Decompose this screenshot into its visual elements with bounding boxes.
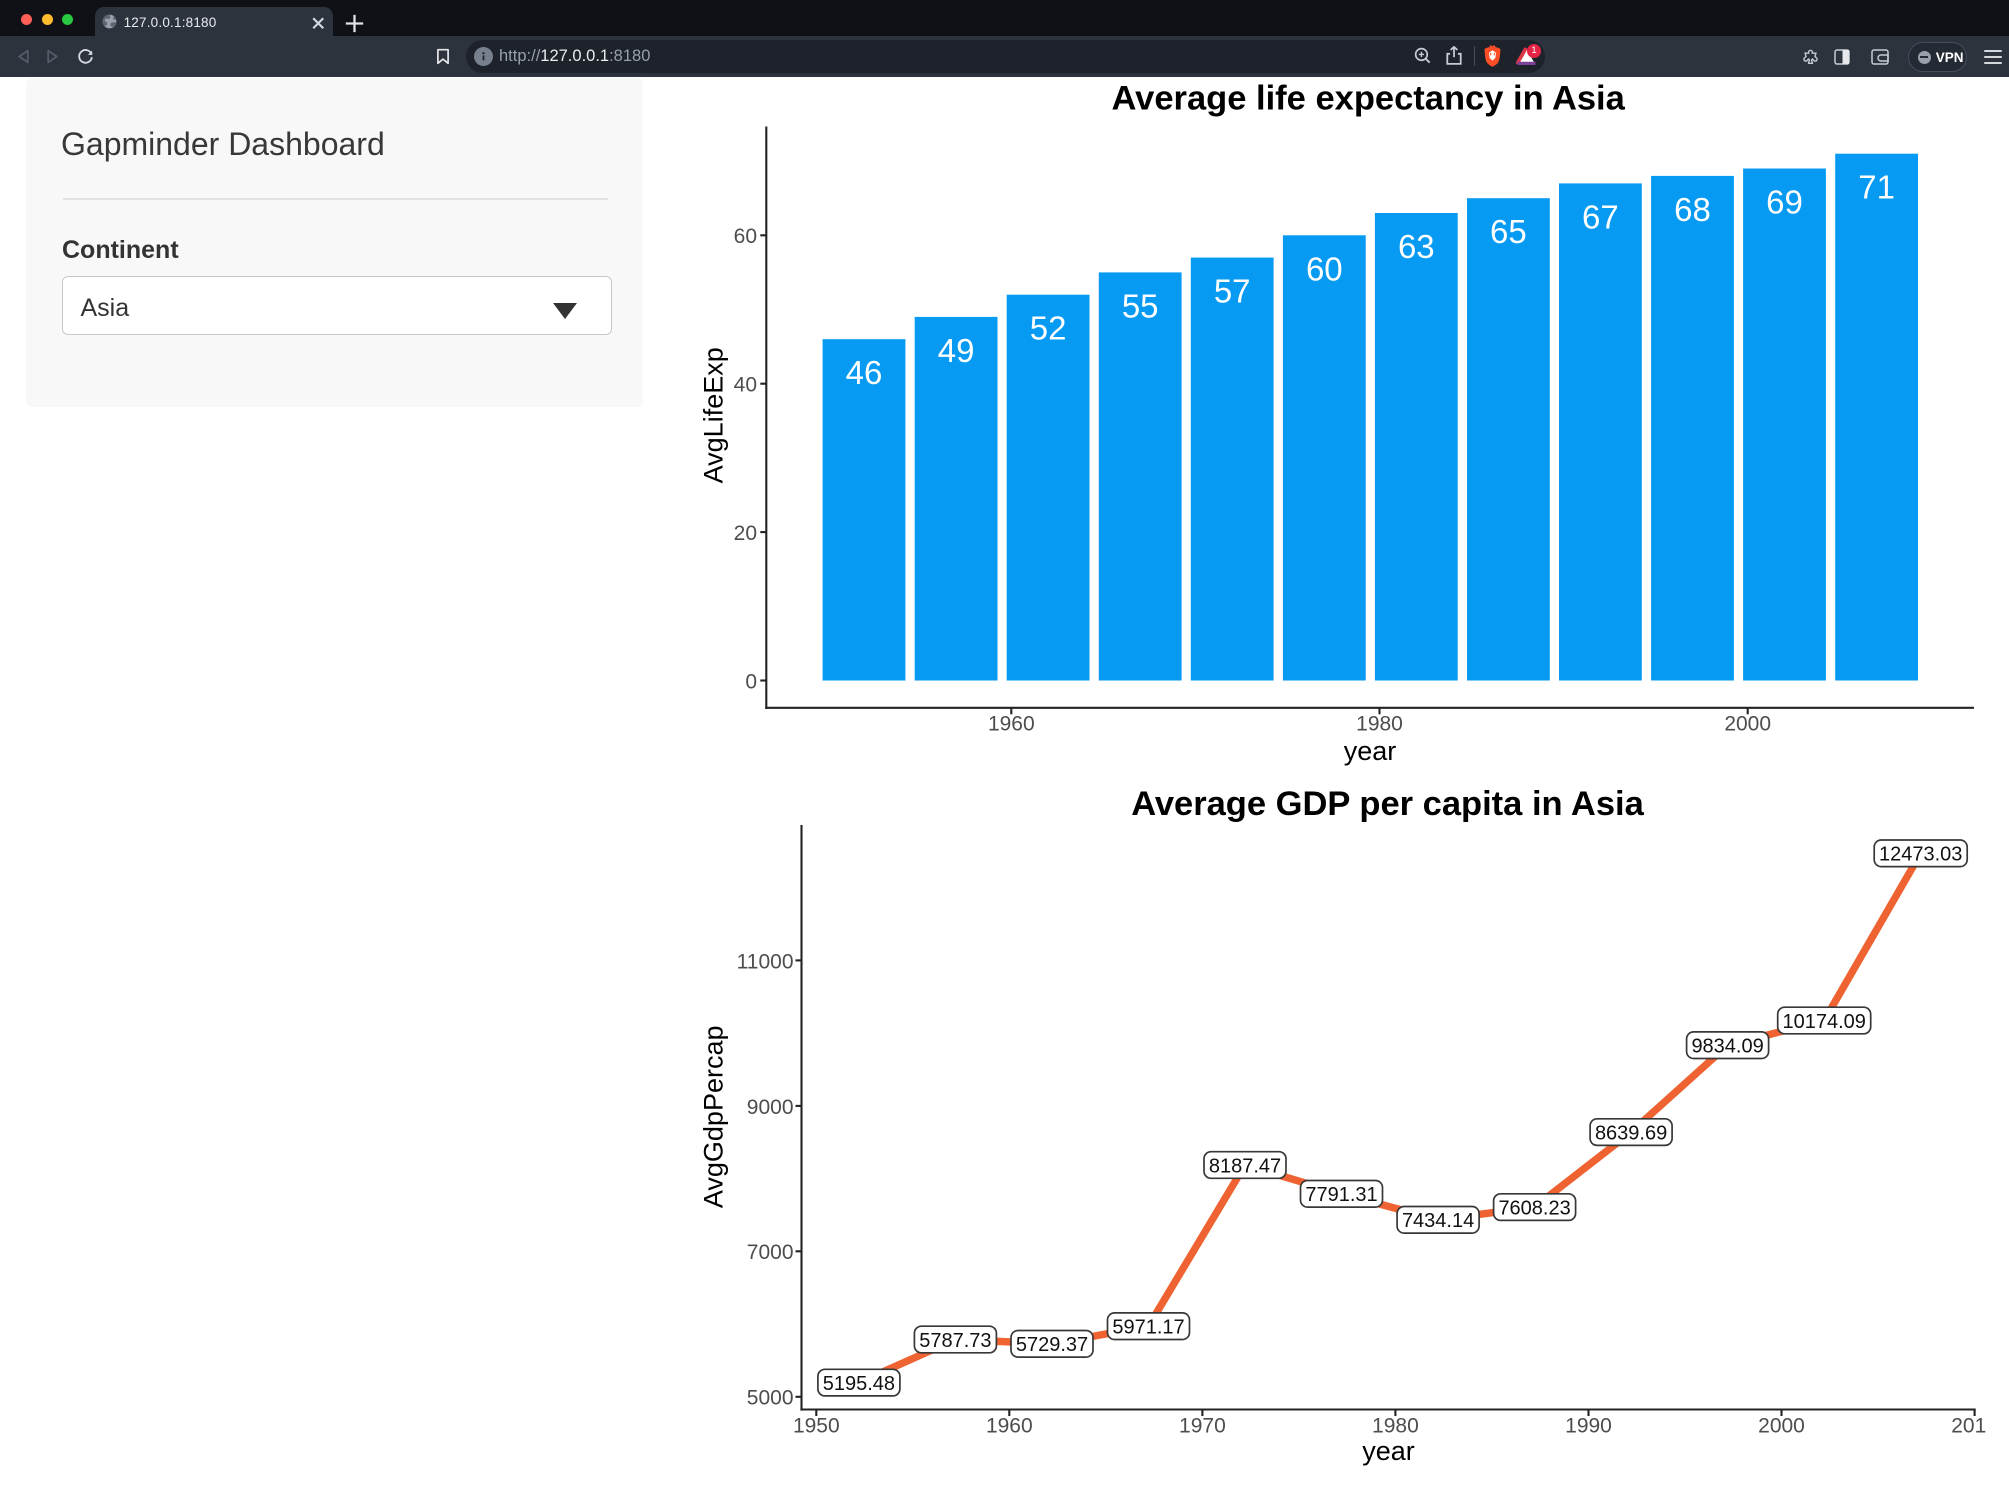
svg-text:60: 60 bbox=[734, 225, 757, 248]
svg-text:1980: 1980 bbox=[1356, 713, 1403, 736]
svg-text:57: 57 bbox=[1214, 273, 1251, 310]
svg-text:7791.31: 7791.31 bbox=[1305, 1184, 1377, 1206]
svg-text:71: 71 bbox=[1858, 169, 1895, 206]
svg-text:1960: 1960 bbox=[988, 713, 1035, 736]
svg-text:20: 20 bbox=[734, 522, 757, 545]
svg-text:2000: 2000 bbox=[1724, 713, 1771, 736]
svg-text:69: 69 bbox=[1766, 184, 1803, 221]
svg-text:5195.48: 5195.48 bbox=[823, 1373, 895, 1395]
svg-text:55: 55 bbox=[1122, 287, 1159, 324]
svg-text:Average GDP per capita in Asia: Average GDP per capita in Asia bbox=[1131, 785, 1644, 823]
svg-text:67: 67 bbox=[1582, 198, 1619, 235]
svg-text:68: 68 bbox=[1674, 191, 1711, 228]
svg-text:7608.23: 7608.23 bbox=[1498, 1197, 1570, 1219]
svg-text:63: 63 bbox=[1398, 228, 1435, 265]
svg-text:7000: 7000 bbox=[747, 1241, 794, 1264]
svg-text:1960: 1960 bbox=[986, 1415, 1033, 1438]
svg-text:5729.37: 5729.37 bbox=[1016, 1334, 1088, 1356]
svg-text:1980: 1980 bbox=[1372, 1415, 1419, 1438]
svg-text:65: 65 bbox=[1490, 213, 1527, 250]
svg-text:9000: 9000 bbox=[747, 1096, 794, 1119]
svg-text:0: 0 bbox=[745, 670, 757, 693]
svg-text:12473.03: 12473.03 bbox=[1879, 844, 1962, 866]
svg-text:AvgLifeExp: AvgLifeExp bbox=[699, 347, 729, 483]
svg-text:5787.73: 5787.73 bbox=[919, 1330, 991, 1352]
svg-text:AvgGdpPercap: AvgGdpPercap bbox=[699, 1025, 729, 1208]
svg-text:Average life expectancy in Asi: Average life expectancy in Asia bbox=[1112, 79, 1626, 117]
svg-text:8187.47: 8187.47 bbox=[1209, 1155, 1281, 1177]
svg-text:1990: 1990 bbox=[1565, 1415, 1612, 1438]
svg-text:5000: 5000 bbox=[747, 1387, 794, 1410]
svg-text:1950: 1950 bbox=[793, 1415, 840, 1438]
svg-text:9834.09: 9834.09 bbox=[1691, 1036, 1763, 1058]
svg-text:10174.09: 10174.09 bbox=[1782, 1011, 1865, 1033]
svg-text:5971.17: 5971.17 bbox=[1112, 1317, 1184, 1339]
svg-text:7434.14: 7434.14 bbox=[1402, 1210, 1474, 1232]
svg-text:49: 49 bbox=[938, 332, 975, 369]
svg-text:year: year bbox=[1362, 1436, 1415, 1466]
svg-text:52: 52 bbox=[1030, 310, 1067, 347]
svg-text:year: year bbox=[1344, 736, 1397, 766]
svg-text:40: 40 bbox=[734, 374, 757, 397]
svg-text:2000: 2000 bbox=[1758, 1415, 1805, 1438]
svg-text:60: 60 bbox=[1306, 250, 1343, 287]
svg-text:46: 46 bbox=[846, 354, 883, 391]
svg-text:8639.69: 8639.69 bbox=[1595, 1122, 1667, 1144]
svg-text:11000: 11000 bbox=[737, 950, 794, 973]
svg-text:1970: 1970 bbox=[1179, 1415, 1226, 1438]
